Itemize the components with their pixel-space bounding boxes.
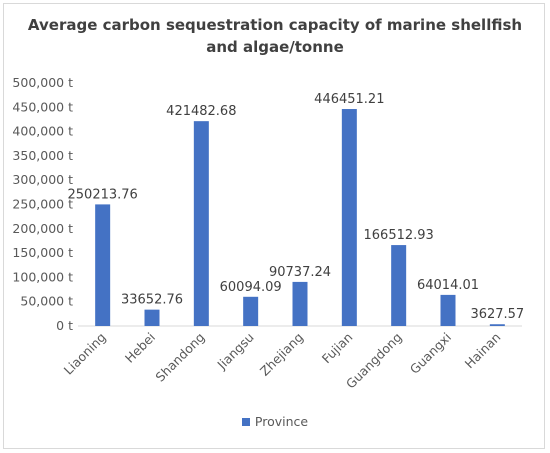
legend-swatch xyxy=(241,418,250,426)
chart-title: Average carbon sequestration capacity of… xyxy=(0,14,550,58)
x-tick-label: Guangxi xyxy=(407,330,454,377)
bar-fujian xyxy=(341,109,357,326)
chart-title-line-2: and algae/tonne xyxy=(206,38,344,56)
data-label-hebei: 33652.76 xyxy=(121,293,183,308)
y-tick-label: 0 t xyxy=(56,318,73,333)
x-tick-label: Hebei xyxy=(122,330,158,366)
bar-shandong xyxy=(193,121,209,326)
data-label-liaoning: 250213.76 xyxy=(68,187,138,202)
y-tick-label: 500,000 t xyxy=(12,75,73,90)
x-tick-label: Shandong xyxy=(152,330,207,385)
x-tick-label: Liaoning xyxy=(61,330,109,378)
y-tick-label: 300,000 t xyxy=(12,172,73,187)
data-label-zhejiang: 90737.24 xyxy=(269,265,331,280)
data-label-hainan: 3627.57 xyxy=(470,307,524,322)
chart-title-line-1: Average carbon sequestration capacity of… xyxy=(27,16,523,34)
y-tick-label: 200,000 t xyxy=(12,221,73,236)
bar-jiangsu xyxy=(243,296,259,326)
bar-zhejiang xyxy=(292,281,308,326)
data-label-shandong: 421482.68 xyxy=(166,104,236,119)
x-tick-label: Fujian xyxy=(319,330,356,367)
x-tick-label: Hainan xyxy=(462,330,504,372)
bar-liaoning xyxy=(95,204,111,326)
y-tick-label: 450,000 t xyxy=(12,99,73,114)
bar-hainan xyxy=(489,324,505,326)
data-label-fujian: 446451.21 xyxy=(314,92,384,107)
y-tick-label: 150,000 t xyxy=(12,245,73,260)
y-tick-label: 100,000 t xyxy=(12,269,73,284)
chart-frame xyxy=(3,3,545,449)
y-tick-label: 400,000 t xyxy=(12,124,73,139)
y-tick-label: 250,000 t xyxy=(12,197,73,212)
data-label-jiangsu: 60094.09 xyxy=(220,280,282,295)
data-label-guangdong: 166512.93 xyxy=(364,228,434,243)
x-tick-label: Zhejiang xyxy=(257,330,306,379)
bar-guangdong xyxy=(391,245,407,326)
legend: Province xyxy=(0,414,550,429)
y-tick-label: 50,000 t xyxy=(20,294,73,309)
bar-guangxi xyxy=(440,294,456,326)
data-label-guangxi: 64014.01 xyxy=(417,278,479,293)
legend-label: Province xyxy=(254,414,309,429)
bar-hebei xyxy=(144,309,160,326)
y-tick-label: 350,000 t xyxy=(12,148,73,163)
x-tick-label: Jiangsu xyxy=(214,330,257,373)
